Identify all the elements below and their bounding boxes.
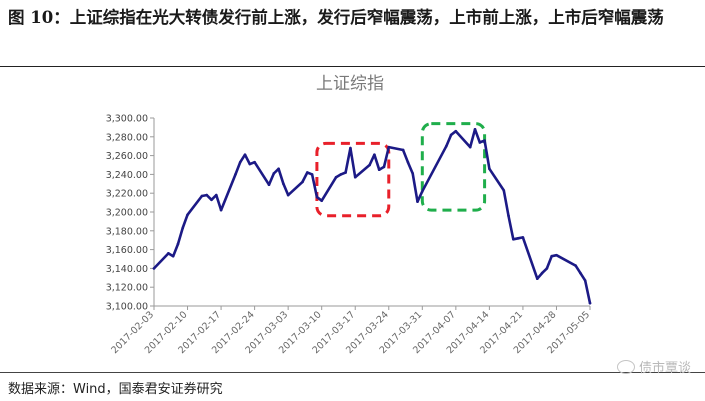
data-point	[176, 242, 180, 246]
data-point	[200, 194, 204, 198]
y-tick-label: 3,180.00	[106, 226, 148, 237]
data-point	[502, 189, 506, 192]
green-dashed-box	[420, 122, 487, 212]
watermark-text: 债市覃谈	[638, 361, 691, 376]
series-line	[152, 127, 592, 305]
watermark: 债市覃谈	[616, 357, 691, 376]
annotations	[315, 122, 487, 218]
data-point	[272, 172, 276, 175]
data-point	[468, 145, 472, 149]
data-point	[507, 214, 510, 218]
data-point	[167, 252, 170, 255]
data-point	[214, 193, 218, 197]
y-tick-label: 3,260.00	[106, 151, 148, 162]
data-point	[186, 213, 189, 217]
data-point	[387, 145, 391, 149]
data-point	[416, 200, 419, 203]
data-point	[315, 195, 319, 199]
y-tick-label: 3,200.00	[106, 208, 148, 219]
data-point	[574, 264, 577, 267]
data-point	[234, 173, 237, 176]
y-tick-label: 3,240.00	[106, 170, 148, 181]
y-tick-label: 3,280.00	[106, 132, 148, 143]
data-point	[377, 168, 381, 171]
data-point	[349, 146, 352, 150]
data-point	[368, 163, 371, 167]
data-point	[286, 193, 290, 197]
data-point	[219, 208, 223, 212]
data-point	[344, 171, 347, 174]
wechat-icon	[616, 359, 635, 374]
y-tick-label: 3,160.00	[106, 245, 148, 256]
data-point	[301, 180, 304, 184]
data-point	[267, 183, 271, 187]
data-point	[449, 133, 453, 137]
data-point	[444, 144, 448, 148]
data-point	[421, 190, 424, 193]
data-point	[406, 160, 410, 164]
figure-caption: 图 10：上证综指在光大转债发行前上涨，发行后窄幅震荡，上市前上涨，上市后窄幅震…	[8, 8, 664, 27]
data-point	[353, 175, 357, 179]
data-point	[401, 148, 405, 152]
data-point	[382, 165, 386, 169]
data-point	[334, 175, 338, 179]
data-point	[373, 153, 376, 156]
red-dashed-box	[315, 141, 391, 218]
data-point	[277, 167, 280, 171]
data-point	[210, 198, 213, 202]
series-layer	[152, 127, 592, 305]
bottom-rule	[0, 372, 705, 373]
data-point	[243, 153, 247, 156]
data-point	[583, 279, 587, 282]
data-point	[545, 267, 549, 270]
data-point	[310, 173, 314, 176]
data-point	[152, 267, 156, 270]
data-point	[238, 160, 242, 164]
data-point	[248, 162, 252, 166]
data-point	[512, 237, 515, 241]
data-point	[535, 277, 539, 281]
data-point	[306, 171, 309, 174]
data-point	[171, 254, 175, 258]
data-point	[478, 141, 482, 144]
y-tick-label: 3,120.00	[106, 283, 148, 294]
data-point	[205, 193, 209, 197]
y-tick-label: 3,140.00	[106, 264, 148, 275]
chart-title: 上证综指	[316, 74, 384, 94]
line-chart: 上证综指 3,100.00 3,120.00 3,140.00 3,160.00 3,1…	[106, 74, 592, 356]
y-tick-label: 3,100.00	[106, 302, 148, 313]
data-point	[339, 173, 343, 176]
data-point	[516, 237, 520, 240]
data-point	[282, 182, 285, 186]
data-point	[521, 236, 525, 239]
data-point	[320, 199, 323, 203]
data-point	[588, 301, 592, 305]
source-note: 数据来源：Wind，国泰君安证券研究	[8, 382, 223, 397]
top-rule	[0, 66, 705, 67]
data-point	[454, 129, 458, 133]
y-tick-label: 3,220.00	[106, 189, 148, 200]
data-point	[473, 127, 477, 131]
data-point	[253, 160, 256, 164]
data-point	[488, 167, 491, 171]
data-point	[579, 271, 582, 275]
data-point	[483, 139, 486, 142]
data-point	[411, 172, 415, 175]
y-tick-label: 3,300.00	[106, 114, 148, 125]
data-point	[555, 253, 558, 257]
data-point	[181, 226, 185, 230]
data-point	[540, 271, 544, 275]
data-point	[550, 254, 553, 258]
